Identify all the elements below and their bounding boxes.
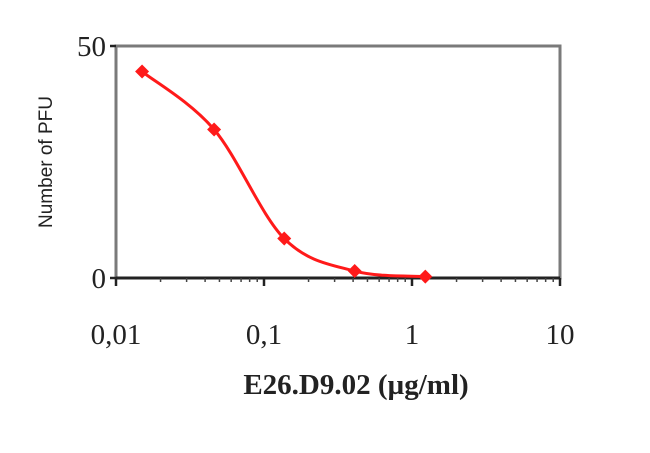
data-point xyxy=(418,269,433,284)
x-axis-title: E26.D9.02 (µg/ml) xyxy=(243,369,468,401)
y-ticks: 50 0 xyxy=(77,31,116,295)
x-ticks: 0,01 0,1 1 10 xyxy=(91,278,575,351)
y-tick-label: 50 xyxy=(77,31,106,63)
y-axis-title: Number of PFU xyxy=(36,96,57,228)
x-tick-label: 10 xyxy=(546,319,575,351)
x-tick-label: 0,1 xyxy=(246,319,282,351)
series-layer xyxy=(135,64,433,284)
data-point xyxy=(277,231,292,246)
plot-area xyxy=(114,44,562,280)
x-tick-label: 0,01 xyxy=(91,319,142,351)
data-point xyxy=(135,64,150,79)
data-point xyxy=(207,122,222,137)
data-point xyxy=(347,264,362,279)
y-tick-label: 0 xyxy=(92,263,107,295)
x-tick-label: 1 xyxy=(405,319,420,351)
